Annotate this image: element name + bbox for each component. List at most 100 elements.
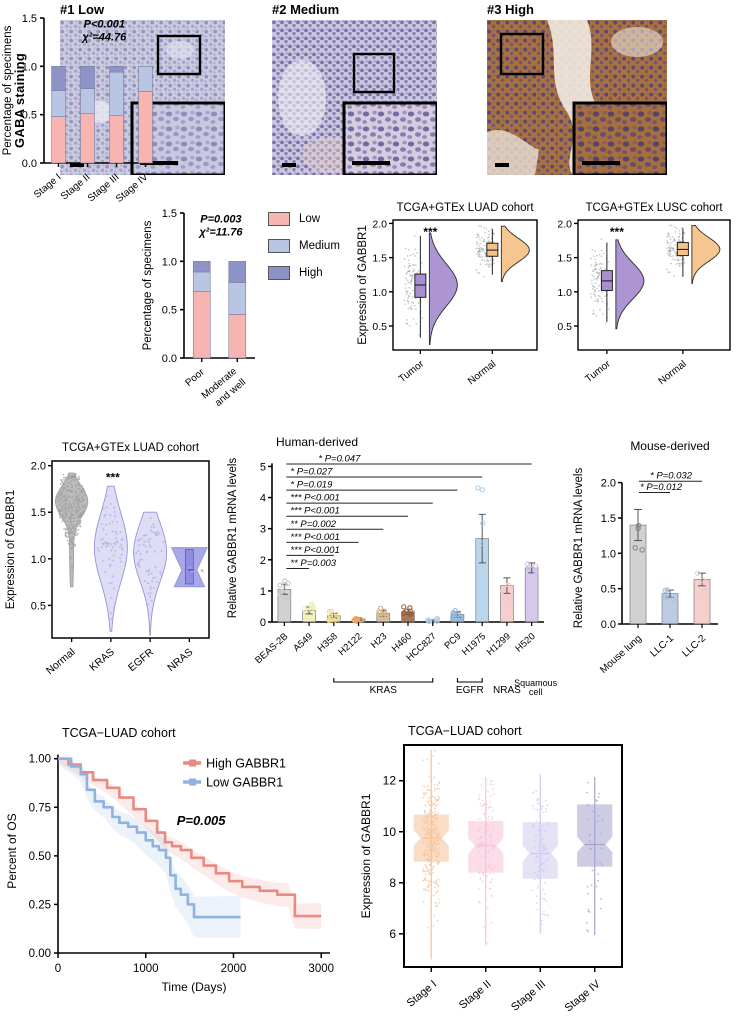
- data-point: [416, 272, 419, 274]
- y-tick-label: 1.0: [601, 548, 616, 560]
- legend-marker: [189, 759, 197, 767]
- chart-title: TCGA+GTEx LUAD cohort: [396, 202, 534, 214]
- data-point: [102, 507, 105, 510]
- data-point: [149, 587, 152, 590]
- y-tick-label: 2: [260, 555, 266, 567]
- data-point: [479, 487, 485, 493]
- data-point: [488, 230, 490, 233]
- data-point: [587, 892, 590, 895]
- y-axis-title: Percentage of specimens: [142, 220, 154, 350]
- data-point: [137, 549, 140, 552]
- data-point: [138, 544, 141, 547]
- data-point: [148, 595, 151, 598]
- data-point: [435, 852, 438, 855]
- data-point: [403, 303, 406, 306]
- data-point: [149, 537, 152, 541]
- data-point: [64, 476, 67, 479]
- data-point: [140, 537, 143, 540]
- data-point: [423, 809, 426, 812]
- data-point: [432, 894, 435, 897]
- data-point: [75, 496, 77, 498]
- data-point: [664, 587, 670, 593]
- data-point: [436, 842, 439, 845]
- comparison-label: ** P=0.003: [290, 558, 336, 569]
- data-point: [673, 248, 675, 251]
- data-point: [475, 240, 478, 243]
- data-point: [432, 844, 434, 847]
- x-tick-label: Stage I: [405, 978, 439, 1010]
- data-point: [667, 233, 670, 235]
- x-tick-label: EGFR: [126, 646, 156, 674]
- data-point: [64, 497, 67, 499]
- data-point: [429, 847, 432, 850]
- data-point: [600, 249, 603, 252]
- y-tick-label: 0.5: [557, 321, 572, 333]
- data-point: [543, 910, 545, 913]
- data-point: [70, 548, 73, 550]
- stack-segment-high: [192, 261, 211, 273]
- data-point: [104, 523, 107, 527]
- data-point: [66, 520, 69, 523]
- data-point: [63, 528, 66, 530]
- data-point: [418, 333, 420, 336]
- legend-label-medium: Medium: [299, 240, 340, 252]
- data-point: [411, 301, 413, 304]
- data-point: [71, 496, 74, 498]
- violin-half: [691, 225, 721, 285]
- data-point: [492, 793, 495, 796]
- data-point: [416, 251, 418, 254]
- data-point: [479, 856, 482, 859]
- data-point: [59, 516, 62, 518]
- data-point: [64, 502, 67, 505]
- y-tick-label: 2.0: [372, 218, 387, 230]
- data-point: [69, 496, 72, 499]
- data-point: [81, 506, 84, 509]
- data-point: [436, 840, 439, 842]
- data-point: [478, 224, 481, 227]
- data-point: [599, 266, 602, 269]
- data-point: [104, 545, 108, 548]
- data-point: [429, 859, 432, 862]
- data-point: [431, 828, 433, 831]
- y-axis-title: Relative GABBR1 mRNA levels: [573, 468, 585, 629]
- data-point: [586, 885, 589, 888]
- data-point: [424, 804, 427, 807]
- legend-swatch-high: [268, 266, 290, 280]
- data-point: [545, 838, 548, 841]
- data-point: [672, 249, 674, 252]
- data-point: [543, 871, 545, 874]
- data-point: [544, 881, 546, 884]
- chart-human-derived: Human-derived 0 1 2 3 4 5 Relative GABBR1 mRNA …: [222, 432, 558, 697]
- data-point: [587, 818, 590, 821]
- data-point: [426, 870, 429, 873]
- data-point: [593, 300, 596, 302]
- significance-marker: ***: [423, 225, 437, 239]
- data-point: [596, 820, 599, 823]
- data-point: [478, 888, 481, 890]
- data-point: [119, 530, 122, 533]
- data-point: [475, 248, 478, 250]
- data-point: [489, 805, 491, 808]
- data-point: [594, 289, 597, 291]
- data-point: [489, 887, 492, 890]
- data-point: [424, 853, 427, 856]
- data-point: [538, 822, 541, 824]
- data-point: [60, 498, 63, 501]
- x-tick-label: H23: [369, 631, 389, 651]
- data-point: [70, 517, 73, 520]
- data-point: [407, 259, 410, 262]
- data-point: [74, 543, 76, 546]
- data-point: [678, 238, 680, 241]
- data-point: [488, 241, 491, 243]
- data-point: [483, 251, 486, 254]
- data-point: [430, 838, 433, 841]
- data-point: [544, 799, 547, 802]
- data-point: [591, 282, 593, 285]
- data-point: [64, 520, 67, 523]
- data-point: [669, 255, 672, 258]
- data-point: [429, 855, 432, 858]
- data-point: [422, 879, 425, 882]
- chart-stage-box: TCGA−LUAD cohort 6 8 10 12 Expression of GABB…: [352, 715, 739, 1015]
- data-point: [632, 544, 638, 551]
- data-point: [432, 796, 435, 799]
